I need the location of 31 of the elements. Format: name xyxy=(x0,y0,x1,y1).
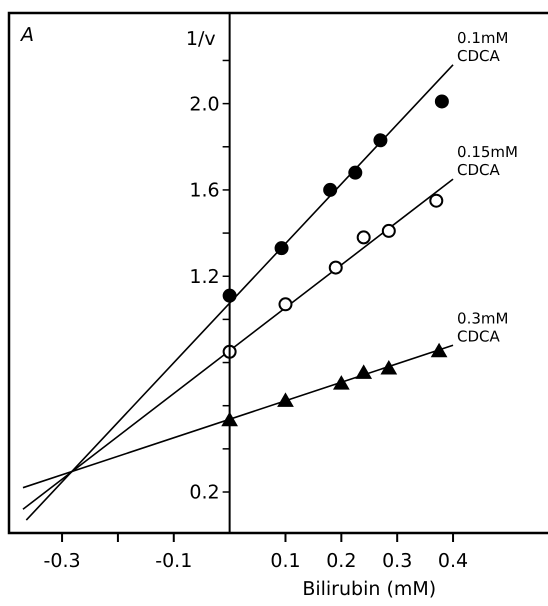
x-axis-title: Bilirubin (mM) xyxy=(302,578,436,600)
x-tick-label: 0.1 xyxy=(270,550,301,572)
series-label: 0.3mM CDCA xyxy=(457,309,508,346)
x-tick-label: -0.3 xyxy=(44,550,81,572)
y-tick-label: 1.6 xyxy=(189,180,220,202)
point xyxy=(429,194,444,208)
x-tick-label: 0.2 xyxy=(326,550,356,572)
point xyxy=(274,241,289,256)
point xyxy=(328,260,343,275)
y-tick-label: 1.2 xyxy=(189,266,220,288)
point xyxy=(373,133,388,148)
x-tick-label: 0.3 xyxy=(382,550,412,572)
point xyxy=(382,224,396,238)
x-tick-label: 0.4 xyxy=(438,550,468,572)
series-label: 0.15mM CDCA xyxy=(457,143,518,180)
point xyxy=(277,392,294,407)
annotation: A xyxy=(19,24,34,46)
point xyxy=(323,182,338,197)
x-tick-label: -0.1 xyxy=(155,550,192,572)
point xyxy=(333,376,350,390)
point xyxy=(380,360,397,375)
point xyxy=(431,343,448,358)
series-label: 0.1mM CDCA xyxy=(457,28,508,65)
point xyxy=(434,94,449,108)
y-tick-label: 0.2 xyxy=(189,482,220,504)
point xyxy=(278,297,292,312)
point xyxy=(348,166,362,180)
point xyxy=(356,230,371,244)
y-tick-label: 2.0 xyxy=(189,93,220,116)
y-axis-title: 1/v xyxy=(186,28,216,50)
point xyxy=(356,364,372,379)
